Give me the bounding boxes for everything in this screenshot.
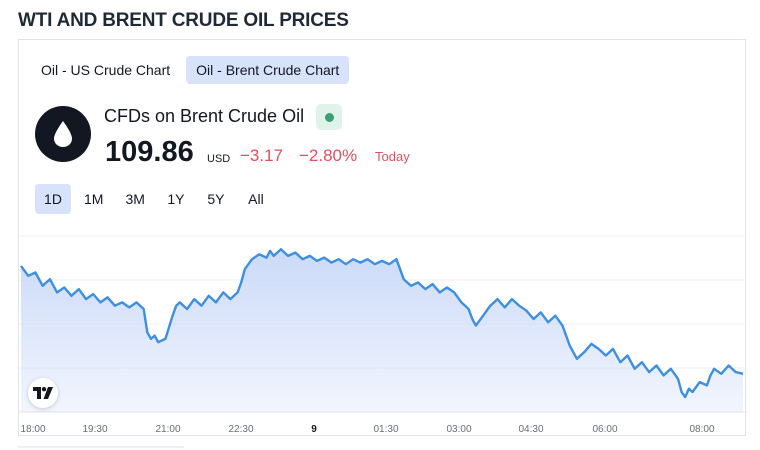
price-change-percent: −2.80% — [299, 146, 358, 165]
x-tick-label: 01:30 — [373, 424, 398, 435]
x-axis: 18:00 19:30 21:00 22:30 9 01:30 03:00 04:30 06:0… — [20, 424, 714, 435]
x-tick-label: 08:00 — [689, 424, 714, 435]
price-chart[interactable]: 18:00 19:30 21:00 22:30 9 01:30 03:00 04:30 06:0… — [19, 230, 747, 437]
range-1y-button[interactable]: 1Y — [167, 191, 185, 207]
oil-drop-icon — [35, 106, 91, 162]
range-1m-button[interactable]: 1M — [84, 191, 104, 207]
chart-tabs: Oil - US Crude Chart Oil - Brent Crude C… — [31, 56, 350, 84]
chart-widget: Oil - US Crude Chart Oil - Brent Crude C… — [18, 39, 747, 437]
footer-divider — [18, 446, 184, 448]
range-1d-button[interactable]: 1D — [35, 184, 71, 214]
tab-brent-crude[interactable]: Oil - Brent Crude Chart — [186, 56, 350, 84]
range-3m-button[interactable]: 3M — [125, 191, 145, 207]
price-area — [21, 249, 743, 412]
x-tick-label: 06:00 — [592, 424, 617, 435]
currency-label: USD — [207, 153, 231, 165]
market-status-indicator[interactable] — [316, 104, 342, 130]
price-line — [20, 248, 744, 399]
x-tick-label: 04:30 — [518, 424, 543, 435]
range-5y-button[interactable]: 5Y — [207, 191, 225, 207]
range-all-button[interactable]: All — [248, 191, 264, 207]
status-dot-icon — [324, 112, 334, 122]
page-title: WTI AND BRENT CRUDE OIL PRICES — [18, 10, 349, 31]
tab-us-crude[interactable]: Oil - US Crude Chart — [41, 62, 171, 78]
x-tick-label: 03:00 — [446, 424, 471, 435]
x-tick-label: 19:30 — [82, 424, 107, 435]
x-tick-label: 9 — [311, 424, 317, 435]
period-label: Today — [375, 149, 410, 164]
range-selector: 1D 1M 3M 1Y 5Y All — [35, 184, 274, 214]
symbol-name: CFDs on Brent Crude Oil — [104, 106, 305, 126]
x-tick-label: 22:30 — [228, 424, 253, 435]
x-tick-label: 18:00 — [20, 424, 45, 435]
tradingview-logo-icon[interactable] — [28, 378, 58, 408]
x-tick-label: 21:00 — [155, 424, 180, 435]
last-price: 109.86 — [105, 136, 194, 168]
price-change: −3.17 — [240, 146, 284, 165]
